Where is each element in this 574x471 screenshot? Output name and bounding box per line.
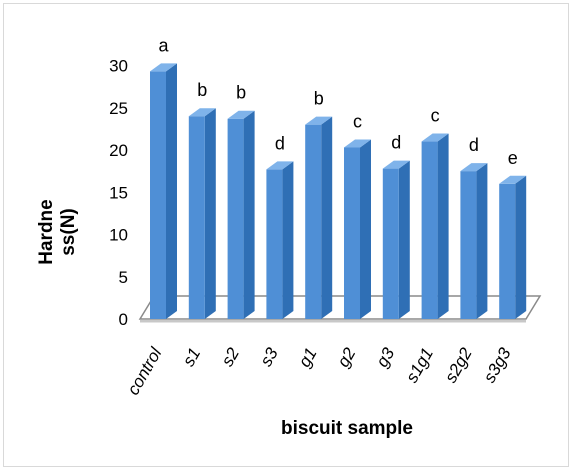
bar-top	[344, 139, 371, 148]
y-tick-label: 15	[109, 183, 128, 202]
significance-label: c	[353, 111, 362, 131]
bar	[150, 63, 177, 319]
significance-label: b	[197, 80, 207, 100]
category-label: g3	[372, 344, 398, 370]
category-label: s1g1	[402, 345, 437, 386]
y-tick-label: 10	[109, 226, 128, 245]
bar-side	[204, 108, 216, 319]
y-tick-label: 5	[119, 268, 128, 287]
y-axis: 0 5 10 15 20 25 30	[109, 57, 128, 330]
significance-label: b	[314, 89, 324, 109]
bar	[188, 108, 216, 319]
significance-label: c	[431, 106, 440, 126]
bars-group	[150, 63, 527, 320]
bar-front	[305, 124, 322, 320]
y-axis-title: Hardne ss(N)	[36, 199, 79, 264]
significance-labels: a b b d b c d c d e	[158, 35, 517, 167]
bar-front	[266, 169, 283, 319]
x-axis-title: biscuit sample	[281, 418, 413, 439]
bar-side	[321, 116, 333, 320]
bar-top	[305, 116, 333, 125]
bar	[382, 160, 410, 319]
y-tick-label: 25	[109, 99, 128, 118]
bar	[499, 175, 527, 319]
bar-top	[266, 161, 294, 170]
y-tick-label: 0	[119, 310, 128, 329]
bar-side	[437, 133, 449, 319]
significance-label: d	[469, 135, 479, 155]
significance-label: b	[236, 83, 246, 103]
bar-front	[150, 71, 166, 319]
bar-top	[188, 108, 216, 117]
bar-front	[460, 171, 477, 319]
significance-label: e	[508, 148, 518, 168]
significance-label: d	[391, 133, 401, 153]
bar	[344, 139, 371, 319]
bar-side	[282, 161, 294, 319]
bar-side	[360, 139, 371, 319]
bar	[227, 110, 255, 319]
bar-top	[150, 63, 177, 72]
y-tick-label: 20	[109, 141, 128, 160]
y-tick-label: 30	[109, 57, 128, 76]
bar-side	[166, 63, 177, 319]
bar	[266, 161, 294, 319]
y-axis-title-line: ss(N)	[58, 208, 79, 256]
bar-front	[499, 183, 516, 319]
category-label: s2	[218, 344, 244, 370]
bar	[460, 163, 488, 319]
bar-top	[460, 163, 488, 172]
bar-side	[476, 163, 488, 319]
category-labels: control s1 s2 s3 g1 g2 g3 s1g1 s2g2 s3g3	[123, 343, 514, 398]
category-label: g1	[295, 345, 321, 371]
category-label: s2g2	[441, 344, 476, 386]
category-label: s3g3	[480, 344, 515, 386]
bar-front	[382, 168, 399, 319]
category-label: g2	[334, 344, 360, 370]
significance-label: a	[158, 35, 169, 55]
bar-top	[227, 110, 255, 119]
bar-front	[227, 118, 244, 319]
bar	[421, 133, 449, 319]
bar	[305, 116, 333, 320]
hardness-chart: 0 5 10 15 20 25 30 a b b d b c d c d e control s1 s2 s3 g1 g…	[36, 35, 542, 439]
bar-side	[515, 175, 527, 319]
bar-top	[499, 175, 527, 184]
bar-front	[188, 116, 205, 319]
y-axis-title-line: Hardne	[36, 199, 57, 264]
bar-top	[421, 133, 449, 142]
bar-top	[382, 160, 410, 169]
category-label: control	[123, 343, 166, 398]
bar-front	[421, 141, 438, 319]
bar-front	[344, 147, 360, 319]
significance-label: d	[275, 133, 285, 153]
chart-frame: 0 5 10 15 20 25 30 a b b d b c d c d e control s1 s2 s3 g1 g…	[3, 3, 569, 467]
bar-side	[243, 110, 255, 319]
category-label: s1	[179, 345, 204, 370]
bar-side	[398, 160, 410, 319]
category-label: s3	[256, 344, 282, 370]
